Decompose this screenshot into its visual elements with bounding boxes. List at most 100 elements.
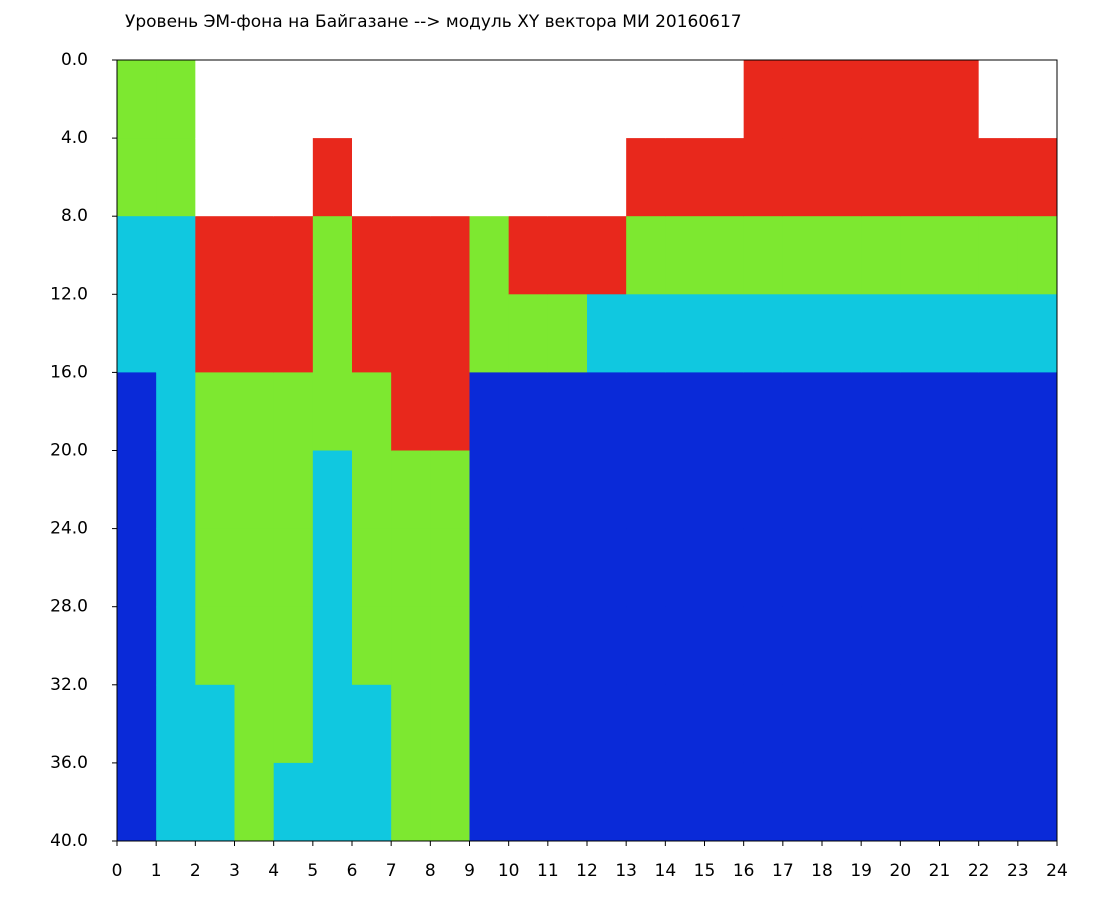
heat-cell — [391, 528, 431, 608]
heat-cell — [508, 294, 549, 373]
y-tick-label: 20.0 — [50, 441, 88, 461]
heat-cell — [743, 60, 784, 139]
heat-cell — [312, 294, 353, 373]
heat-cell — [352, 138, 392, 217]
heat-cell — [469, 372, 510, 451]
heat-cell — [822, 606, 862, 686]
heat-cell — [312, 684, 353, 764]
heat-cell — [822, 372, 862, 451]
heat-cell — [665, 138, 705, 217]
heat-cell — [430, 762, 470, 842]
x-tick-label: 14 — [655, 861, 677, 881]
heat-cell — [117, 138, 157, 217]
heat-cell — [195, 372, 235, 451]
heat-cell — [312, 138, 353, 217]
heat-cell — [273, 528, 314, 608]
heat-cell — [939, 294, 980, 373]
heat-cell — [312, 606, 353, 686]
heat-cell — [391, 216, 431, 295]
heat-cell — [1017, 294, 1058, 373]
heat-cell — [782, 528, 823, 608]
heat-cell — [391, 372, 431, 451]
heat-cell — [665, 606, 705, 686]
heat-cell — [939, 216, 980, 295]
heat-cell — [704, 138, 745, 217]
heat-cell — [1017, 762, 1058, 842]
heat-cell — [626, 372, 666, 451]
heat-cell — [626, 762, 666, 842]
heat-cell — [861, 606, 901, 686]
heat-cell — [352, 372, 392, 451]
heat-cell — [822, 138, 862, 217]
heat-cell — [587, 762, 627, 842]
heat-cell — [782, 216, 823, 295]
heat-cell — [469, 294, 510, 373]
heat-cell — [978, 684, 1019, 764]
heat-cell — [273, 294, 314, 373]
x-tick-label: 10 — [498, 861, 520, 881]
heat-cell — [391, 60, 431, 139]
heat-cell — [508, 606, 549, 686]
heat-cell — [939, 684, 980, 764]
heat-cell — [195, 450, 235, 530]
heat-cell — [626, 138, 666, 217]
heat-cell — [312, 216, 353, 295]
heat-cell — [939, 372, 980, 451]
heat-cell — [1017, 450, 1058, 530]
y-tick-label: 12.0 — [50, 284, 88, 304]
heat-cell — [665, 372, 705, 451]
heat-cell — [312, 528, 353, 608]
heat-cell — [900, 372, 940, 451]
heat-cell — [782, 138, 823, 217]
heat-cell — [704, 684, 745, 764]
heat-cell — [312, 450, 353, 530]
heat-cell — [1017, 216, 1058, 295]
heat-cell — [547, 216, 588, 295]
heat-cell — [978, 372, 1019, 451]
heat-cell — [587, 138, 627, 217]
x-tick-label: 22 — [968, 861, 990, 881]
heat-cell — [234, 60, 275, 139]
heat-cell — [704, 216, 745, 295]
heat-cell — [469, 216, 510, 295]
heat-cell — [430, 372, 470, 451]
heat-cell — [234, 684, 275, 764]
heat-cell — [195, 60, 235, 139]
x-tick-label: 20 — [890, 861, 912, 881]
heat-cell — [861, 372, 901, 451]
heat-cell — [861, 684, 901, 764]
heat-cell — [234, 138, 275, 217]
heat-cell — [978, 60, 1019, 139]
heat-cell — [312, 762, 353, 842]
heat-cell — [1017, 528, 1058, 608]
heat-cell — [117, 684, 157, 764]
heat-cell — [822, 528, 862, 608]
heat-cell — [704, 60, 745, 139]
heat-cell — [587, 528, 627, 608]
x-tick-label: 24 — [1046, 861, 1068, 881]
heat-cell — [352, 606, 392, 686]
heat-cell — [156, 606, 196, 686]
heat-cell — [822, 60, 862, 139]
heat-cell — [626, 606, 666, 686]
heat-cell — [508, 60, 549, 139]
heat-cell — [391, 138, 431, 217]
heat-cell — [117, 528, 157, 608]
heat-cell — [234, 762, 275, 842]
heat-cell — [547, 762, 588, 842]
x-tick-label: 21 — [929, 861, 951, 881]
heat-cell — [587, 450, 627, 530]
heat-cell — [822, 684, 862, 764]
heat-cell — [156, 216, 196, 295]
heat-cell — [978, 606, 1019, 686]
x-tick-label: 6 — [347, 861, 358, 881]
heat-cell — [391, 606, 431, 686]
heat-cell — [195, 294, 235, 373]
heat-cell — [626, 294, 666, 373]
heat-cell — [782, 372, 823, 451]
heat-cell — [273, 684, 314, 764]
heat-cell — [234, 528, 275, 608]
heat-cell — [587, 60, 627, 139]
heat-cell — [273, 372, 314, 451]
y-tick-label: 16.0 — [50, 362, 88, 382]
